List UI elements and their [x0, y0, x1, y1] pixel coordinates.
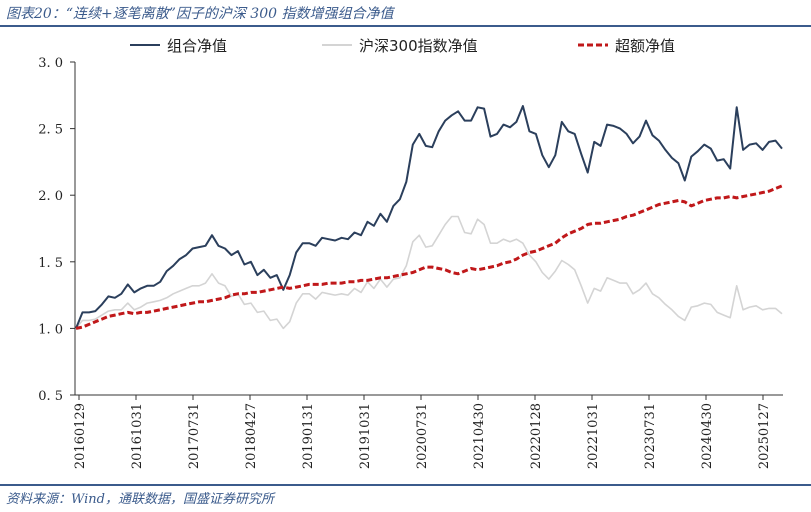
chart-title: 图表20：“连续+逐笔离散”因子的沪深 300 指数增强组合净值 [6, 6, 394, 22]
y-tick-label: 0. 5 [38, 389, 63, 404]
series-line-excess [75, 184, 783, 330]
top-rule [0, 25, 811, 27]
x-tick-label: 20221031 [586, 403, 601, 469]
legend-label-excess: 超额净值 [615, 37, 675, 55]
source-note: 资料来源：Wind，通联数据，国盛证券研究所 [6, 492, 274, 507]
x-tick-label: 20170731 [187, 403, 202, 469]
x-tick-label: 20200731 [415, 403, 430, 469]
series-lines [75, 105, 783, 330]
y-tick-label: 1. 5 [38, 256, 63, 271]
x-tick-label: 20160129 [73, 403, 88, 469]
series-line-hs300 [75, 215, 783, 330]
y-axis: 3. 0 2. 5 2. 0 1. 5 1. 0 0. 5 [38, 56, 76, 404]
y-tick-label: 2. 5 [38, 123, 63, 138]
y-tick-label: 2. 0 [38, 189, 63, 204]
y-tick-label: 1. 0 [38, 322, 63, 337]
legend-label-portfolio: 组合净值 [167, 37, 227, 55]
x-tick-label: 20220128 [529, 403, 544, 469]
x-tick-label: 20161031 [130, 403, 145, 469]
x-axis: 20160129 20161031 20170731 20180427 20190131… [73, 394, 783, 469]
legend-label-hs300: 沪深300指数净值 [359, 37, 478, 55]
x-tick-label: 20191031 [358, 403, 373, 469]
x-tick-label: 20240430 [700, 403, 715, 469]
x-tick-label: 20250127 [757, 403, 772, 469]
x-tick-label: 20190131 [301, 403, 316, 469]
legend: 组合净值 沪深300指数净值 超额净值 [130, 37, 675, 55]
bottom-rule [0, 484, 811, 486]
series-line-portfolio [75, 105, 783, 329]
x-tick-label: 20230731 [643, 403, 658, 469]
x-tick-label: 20180427 [244, 403, 259, 469]
x-tick-label: 20210430 [472, 403, 487, 469]
y-tick-label: 3. 0 [38, 56, 63, 71]
